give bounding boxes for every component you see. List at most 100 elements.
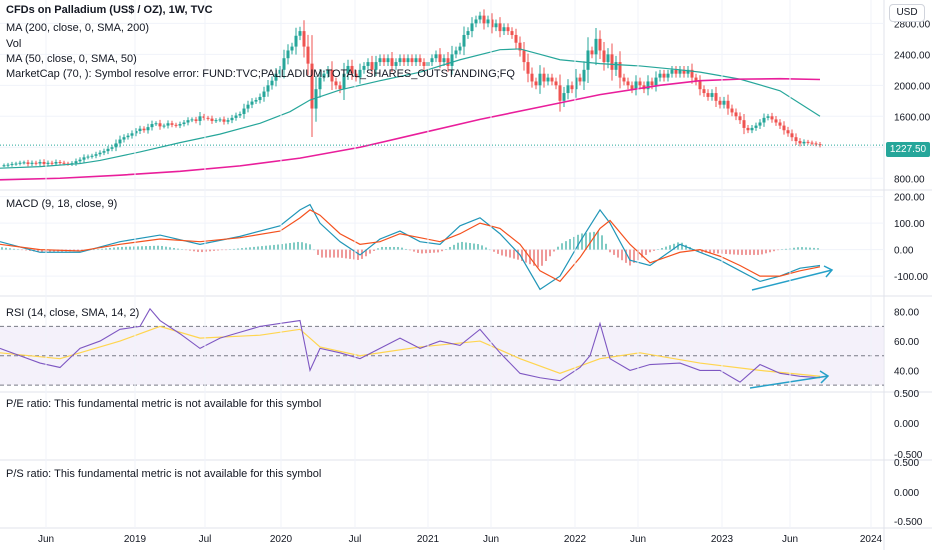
macd-histogram-bar <box>389 246 391 250</box>
time-tick-label: Jul <box>199 534 212 545</box>
macd-histogram-bar <box>37 249 39 253</box>
macd-histogram-bar <box>277 244 279 250</box>
macd-histogram-bar <box>749 249 751 255</box>
candle-body <box>250 101 254 105</box>
candle-body <box>806 141 810 143</box>
chart-title: CFDs on Palladium (US$ / OZ), 1W, TVC <box>6 4 213 16</box>
macd-histogram-bar <box>409 249 411 251</box>
candle-body <box>786 130 790 134</box>
macd-histogram-bar <box>213 249 215 251</box>
macd-histogram-bar <box>553 249 555 252</box>
candle-body <box>350 65 354 74</box>
candle-body <box>234 115 238 118</box>
candle-body <box>746 127 750 131</box>
macd-histogram-bar <box>617 249 619 258</box>
macd-histogram-bar <box>129 246 131 250</box>
candle-body <box>190 119 194 121</box>
candle-body <box>534 81 538 86</box>
macd-histogram-bar <box>105 248 107 250</box>
candle-body <box>458 46 462 51</box>
candle-body <box>214 120 218 122</box>
macd-histogram-bar <box>565 241 567 250</box>
candle-body <box>430 58 434 63</box>
macd-histogram-bar <box>509 249 511 258</box>
candle-body <box>118 139 122 144</box>
macd-histogram-bar <box>145 246 147 250</box>
candle-body <box>226 120 230 122</box>
macd-histogram-bar <box>333 249 335 258</box>
candle-body <box>366 62 370 66</box>
macd-histogram-bar <box>497 249 499 254</box>
candle-body <box>46 162 50 164</box>
candle-body <box>326 69 330 74</box>
macd-histogram-bar <box>361 249 363 259</box>
macd-histogram-bar <box>153 245 155 250</box>
macd-histogram-bar <box>605 243 607 250</box>
currency-button[interactable]: USD <box>889 4 925 22</box>
vol-legend[interactable]: Vol <box>6 38 22 50</box>
candle-body <box>134 131 138 134</box>
arrowhead-rsi <box>819 370 830 384</box>
ma200-legend[interactable]: MA (200, close, 0, SMA, 200) <box>6 22 150 34</box>
macd-histogram-bar <box>813 247 815 250</box>
candle-body <box>90 155 94 157</box>
candle-body <box>198 116 202 121</box>
candle-body <box>618 62 622 78</box>
candle-body <box>6 164 10 166</box>
macd-line <box>0 203 821 291</box>
macd-histogram-bar <box>609 249 611 253</box>
candle-body <box>438 54 442 63</box>
macd-histogram-bar <box>801 247 803 250</box>
candle-body <box>674 69 678 74</box>
candle-body <box>334 81 338 86</box>
candle-body <box>490 19 494 28</box>
macd-legend[interactable]: MACD (9, 18, close, 9) <box>6 198 118 210</box>
time-tick-label: Jun <box>483 534 499 545</box>
macd-histogram-bar <box>569 239 571 250</box>
macd-histogram-bar <box>321 249 323 258</box>
candle-body <box>286 50 290 59</box>
macd-histogram-bar <box>613 249 615 255</box>
macd-histogram-bar <box>545 249 547 262</box>
macd-histogram-bar <box>249 247 251 250</box>
macd-histogram-bar <box>501 249 503 256</box>
rsi-tick-label: 60.00 <box>894 337 919 348</box>
macd-histogram-bar <box>589 232 591 250</box>
ma50-legend[interactable]: MA (50, close, 0, SMA, 50) <box>6 53 137 65</box>
candle-body <box>778 122 782 126</box>
candle-body <box>122 137 126 140</box>
candle-body <box>170 123 174 125</box>
macd-histogram-bar <box>793 247 795 250</box>
macd-histogram-bar <box>709 249 711 253</box>
candle-body <box>454 50 458 55</box>
candle-body <box>446 58 450 66</box>
candle-body <box>550 77 554 82</box>
rsi-legend[interactable]: RSI (14, close, SMA, 14, 2) <box>6 307 140 319</box>
macd-histogram-bar <box>441 249 443 252</box>
macd-histogram-bar <box>557 246 559 250</box>
candle-body <box>298 31 302 36</box>
candle-body <box>702 89 706 94</box>
macd-tick-label: -100.00 <box>894 272 928 283</box>
candle-body <box>682 69 686 74</box>
macd-histogram-bar <box>289 243 291 250</box>
macd-histogram-bar <box>225 249 227 251</box>
macd-histogram-bar <box>241 248 243 250</box>
marketcap-legend[interactable]: MarketCap (70, ): Symbol resolve error: … <box>6 68 515 80</box>
candle-body <box>14 163 18 165</box>
candle-body <box>22 162 26 164</box>
ps-legend: P/S ratio: This fundamental metric is no… <box>6 468 322 480</box>
candle-body <box>522 50 526 63</box>
macd-histogram-bar <box>401 247 403 250</box>
macd-histogram-bar <box>17 249 19 250</box>
macd-histogram-bar <box>429 249 431 253</box>
candle-body <box>26 162 30 164</box>
candle-body <box>374 62 378 70</box>
time-tick-label: Jun <box>38 534 54 545</box>
candle-body <box>222 119 226 122</box>
macd-histogram-bar <box>185 249 187 251</box>
candle-body <box>466 31 470 35</box>
candle-body <box>290 46 294 51</box>
macd-histogram-bar <box>769 249 771 253</box>
